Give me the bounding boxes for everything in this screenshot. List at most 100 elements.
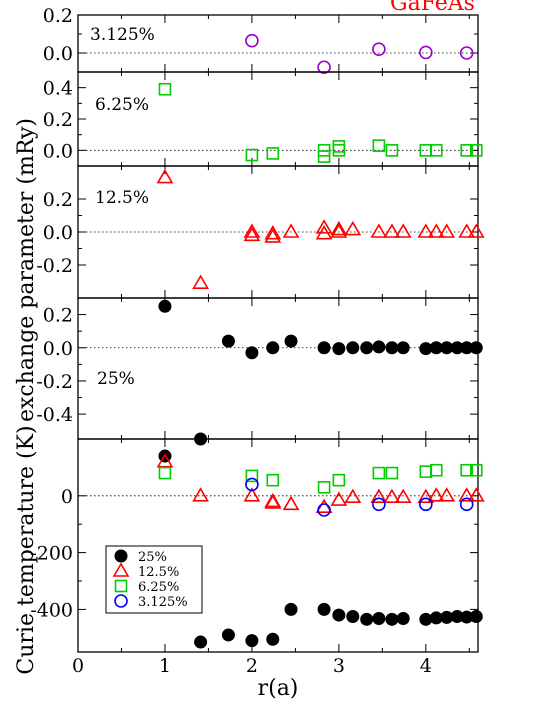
panel-frame xyxy=(77,297,479,440)
data-point xyxy=(396,611,410,625)
data-point xyxy=(192,274,210,289)
data-point xyxy=(158,82,172,96)
data-point xyxy=(330,223,348,238)
panel-frame xyxy=(77,438,479,653)
series-3125 xyxy=(245,477,474,517)
data-point xyxy=(469,341,483,355)
data-point xyxy=(372,42,386,57)
data-point xyxy=(385,144,399,157)
data-point xyxy=(266,341,280,355)
data-point xyxy=(317,60,331,75)
data-point xyxy=(332,608,346,622)
data-point xyxy=(372,340,386,354)
data-point xyxy=(417,223,435,238)
data-point xyxy=(459,497,474,512)
series-0 xyxy=(245,33,474,75)
data-point xyxy=(458,487,476,502)
x-tick-label: 1 xyxy=(159,655,171,677)
data-point xyxy=(360,612,374,626)
chart-panel-0: 0.0 0.2 3.125% xyxy=(43,5,479,75)
x-axis-label: r(a) xyxy=(258,676,299,701)
panel-label: 12.5% xyxy=(95,188,149,208)
data-point xyxy=(317,602,331,616)
data-point xyxy=(419,45,433,60)
y-tick-label: -400 xyxy=(30,599,73,621)
data-point xyxy=(245,469,259,483)
data-point xyxy=(243,223,261,238)
data-point xyxy=(332,473,346,487)
data-point xyxy=(245,33,259,48)
data-point xyxy=(243,487,261,502)
y-tick-label: 0.2 xyxy=(43,305,73,327)
series-625 xyxy=(158,463,483,494)
data-point xyxy=(429,463,443,477)
series-125 xyxy=(156,453,485,513)
data-point xyxy=(344,220,362,236)
data-point xyxy=(315,498,333,513)
series-0 xyxy=(156,168,485,289)
data-point xyxy=(221,334,235,348)
data-point xyxy=(396,341,410,355)
data-point xyxy=(385,341,399,355)
legend-marker xyxy=(114,549,128,563)
data-point xyxy=(156,453,174,468)
data-point xyxy=(245,346,259,360)
y-tick-label: -200 xyxy=(30,543,73,565)
x-tick-label: 2 xyxy=(246,655,258,677)
data-point xyxy=(459,46,474,60)
data-point xyxy=(194,635,208,649)
y-tick-label: 0.2 xyxy=(43,189,73,211)
data-point xyxy=(427,223,445,238)
panel-label: 3.125% xyxy=(90,25,155,45)
data-point xyxy=(417,488,435,504)
data-point xyxy=(383,488,401,504)
data-point xyxy=(346,610,360,623)
data-point xyxy=(317,341,331,355)
data-point xyxy=(370,223,388,238)
data-point xyxy=(458,223,476,238)
data-point xyxy=(372,139,386,152)
data-point xyxy=(264,225,282,240)
data-point xyxy=(469,610,483,623)
data-point xyxy=(419,465,433,478)
data-point xyxy=(460,144,473,157)
legend-label: 25% xyxy=(138,550,167,565)
chart-panels: 0.0 0.2 3.125% 0.0 0.2 0.4 6.25% -0.2 0.0 0.2 12.5… xyxy=(30,5,485,677)
legend-box xyxy=(105,545,203,614)
y-axis-label-exchange: exchange parameter (mRy) xyxy=(14,118,39,422)
y-tick-label: 0.0 xyxy=(43,338,73,360)
data-point xyxy=(438,487,456,502)
x-tick-label: 3 xyxy=(333,655,345,677)
data-point xyxy=(469,463,483,477)
y-tick-label: 0.4 xyxy=(43,78,73,100)
data-point xyxy=(438,223,456,238)
data-point xyxy=(284,334,298,348)
chart-panel-3: -0.4 -0.2 0.0 0.2 25% xyxy=(36,297,483,446)
data-point xyxy=(284,602,298,616)
legend-label: 3.125% xyxy=(138,595,188,610)
data-point xyxy=(427,487,445,502)
data-point xyxy=(158,299,172,313)
data-point xyxy=(315,219,333,234)
data-point xyxy=(266,473,280,487)
y-tick-label: 0.0 xyxy=(43,222,73,244)
data-point xyxy=(467,487,485,502)
data-point xyxy=(282,223,300,238)
data-point xyxy=(370,488,388,504)
x-tick-label: 0 xyxy=(72,655,84,677)
data-point xyxy=(317,144,331,157)
legend-marker xyxy=(112,562,130,577)
series-0 xyxy=(158,299,483,446)
y-tick-label: 0.2 xyxy=(43,5,73,27)
y-axis-label-curie: Curie temperature (K) xyxy=(14,425,39,674)
data-point xyxy=(460,463,473,477)
data-point xyxy=(264,494,282,509)
data-point xyxy=(245,634,259,648)
data-point xyxy=(394,488,412,504)
data-point xyxy=(383,223,401,238)
data-point xyxy=(266,632,280,646)
x-tick-label: 4 xyxy=(420,655,432,677)
chart-panel-1: 0.0 0.2 0.4 6.25% xyxy=(43,71,483,167)
series-0 xyxy=(158,82,483,163)
